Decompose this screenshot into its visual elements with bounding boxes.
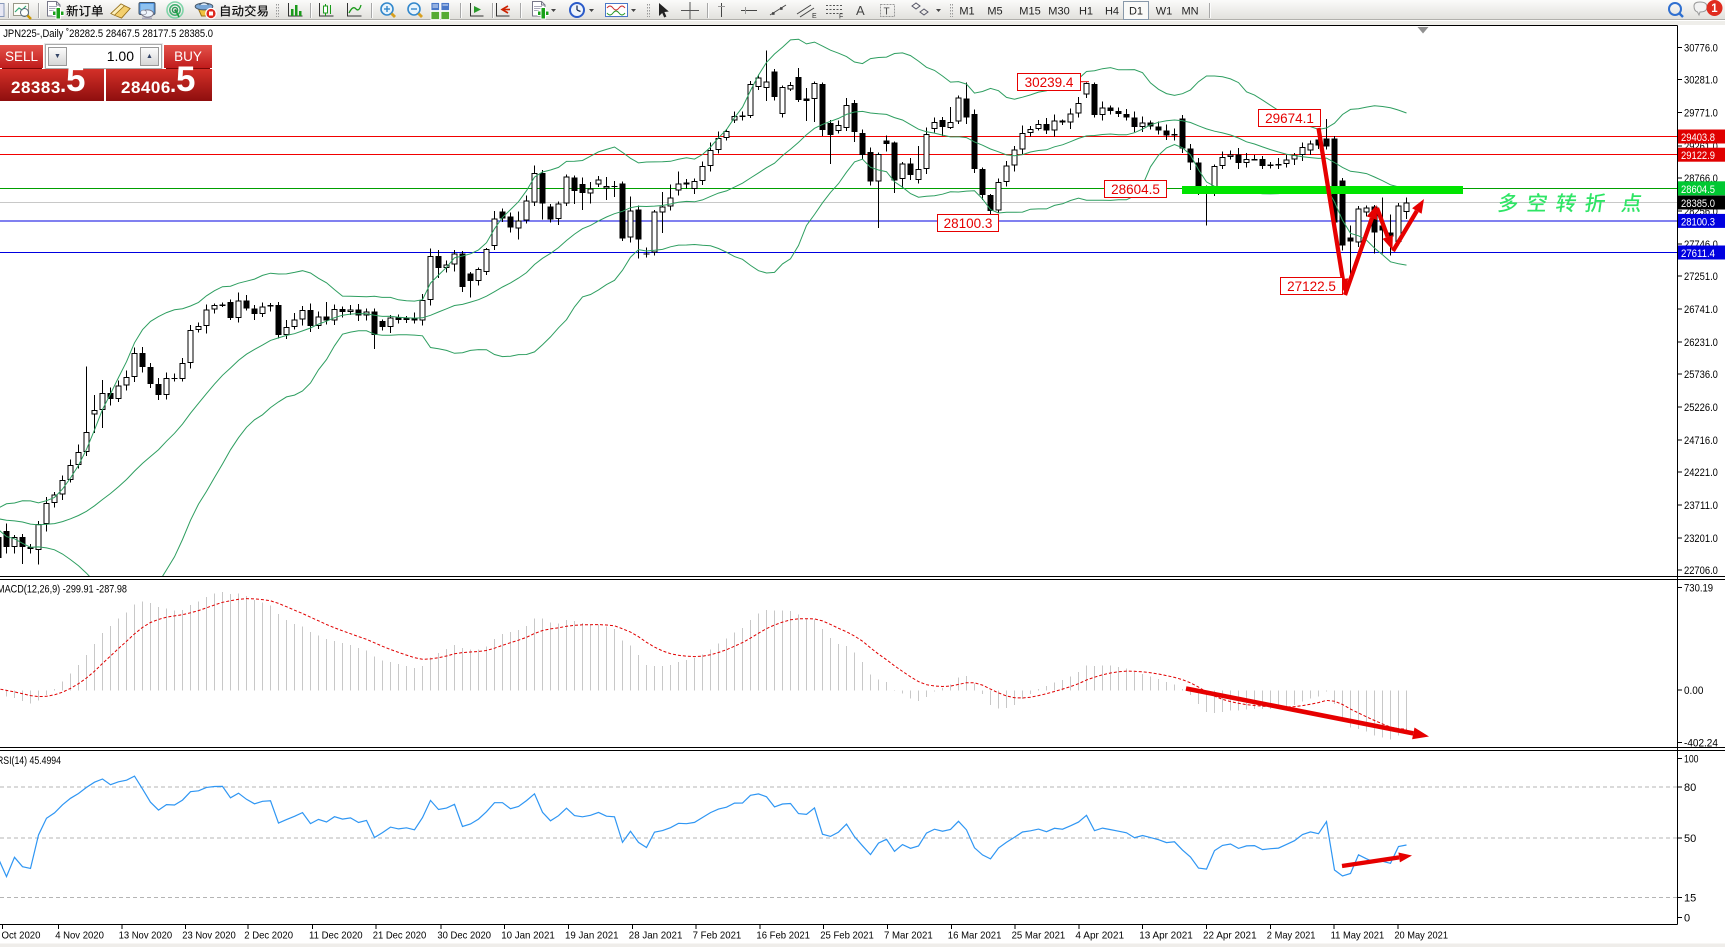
svg-text:-402.24: -402.24 (1684, 738, 1718, 750)
svg-text:24716.0: 24716.0 (1684, 435, 1718, 447)
svg-text:29403.8: 29403.8 (1681, 132, 1715, 144)
svg-text:F: F (839, 14, 843, 21)
svg-text:RSI(14) 45.4994: RSI(14) 45.4994 (0, 755, 61, 767)
svg-text:30239.4: 30239.4 (1025, 75, 1074, 90)
svg-text:M15: M15 (1019, 6, 1040, 18)
svg-text:Oct 2020: Oct 2020 (2, 930, 41, 942)
svg-text:29771.0: 29771.0 (1684, 108, 1718, 120)
svg-text:23201.0: 23201.0 (1684, 533, 1718, 545)
svg-text:16 Mar 2021: 16 Mar 2021 (948, 930, 1002, 942)
svg-text:D1: D1 (1129, 6, 1143, 18)
svg-text:26231.0: 26231.0 (1684, 337, 1718, 349)
svg-text:11 Dec 2020: 11 Dec 2020 (309, 930, 363, 942)
svg-text:26741.0: 26741.0 (1684, 304, 1718, 316)
svg-text:30 Dec 2020: 30 Dec 2020 (437, 930, 491, 942)
svg-text:21 Dec 2020: 21 Dec 2020 (373, 930, 427, 942)
svg-text:MACD(12,26,9) -299.91 -287.98: MACD(12,26,9) -299.91 -287.98 (0, 584, 127, 596)
svg-text:20 May 2021: 20 May 2021 (1394, 930, 1448, 942)
svg-text:50: 50 (1684, 833, 1696, 845)
svg-text:0: 0 (1684, 913, 1690, 925)
svg-text:30281.0: 30281.0 (1684, 75, 1718, 87)
svg-text:27611.4: 27611.4 (1681, 248, 1715, 260)
svg-text:0.00: 0.00 (1684, 685, 1703, 697)
svg-text:19 Jan 2021: 19 Jan 2021 (565, 930, 619, 942)
svg-text:2 May 2021: 2 May 2021 (1267, 930, 1316, 942)
svg-text:2 Dec 2020: 2 Dec 2020 (244, 930, 293, 942)
svg-text:28100.3: 28100.3 (1681, 216, 1715, 228)
svg-text:25 Feb 2021: 25 Feb 2021 (820, 930, 874, 942)
svg-text:730.19: 730.19 (1684, 582, 1713, 594)
svg-text:MN: MN (1181, 6, 1198, 18)
svg-text:11 May 2021: 11 May 2021 (1331, 930, 1385, 942)
svg-text:7 Feb 2021: 7 Feb 2021 (693, 930, 742, 942)
svg-text:H1: H1 (1079, 6, 1093, 18)
svg-text:28385.0: 28385.0 (1681, 198, 1715, 210)
svg-text:15: 15 (1684, 893, 1696, 905)
svg-text:28100.3: 28100.3 (944, 216, 993, 231)
svg-text:23 Nov 2020: 23 Nov 2020 (182, 930, 236, 942)
svg-text:A: A (856, 3, 865, 18)
svg-text:. JPN225-,Daily ˚28282.5 28467: . JPN225-,Daily ˚28282.5 28467.5 28177.5… (0, 28, 213, 40)
svg-text:13 Nov 2020: 13 Nov 2020 (119, 930, 173, 942)
svg-text:T: T (884, 7, 890, 18)
svg-text:30776.0: 30776.0 (1684, 43, 1718, 55)
svg-text:H4: H4 (1105, 6, 1119, 18)
svg-text:100: 100 (1684, 754, 1699, 766)
svg-text:29674.1: 29674.1 (1265, 111, 1314, 126)
svg-text:28604.5: 28604.5 (1681, 184, 1715, 196)
svg-text:80: 80 (1684, 782, 1696, 794)
svg-text:27122.5: 27122.5 (1287, 279, 1336, 294)
svg-text:25736.0: 25736.0 (1684, 369, 1718, 381)
svg-text:M1: M1 (959, 6, 974, 18)
svg-text:1: 1 (1711, 3, 1718, 15)
svg-text:28604.5: 28604.5 (1111, 182, 1160, 197)
svg-text:W1: W1 (1156, 6, 1173, 18)
svg-text:M30: M30 (1048, 6, 1069, 18)
svg-text:10 Jan 2021: 10 Jan 2021 (501, 930, 555, 942)
svg-text:27251.0: 27251.0 (1684, 271, 1718, 283)
svg-text:7 Mar 2021: 7 Mar 2021 (884, 930, 933, 942)
svg-text:25226.0: 25226.0 (1684, 402, 1718, 414)
svg-text:22 Apr 2021: 22 Apr 2021 (1203, 930, 1257, 942)
svg-text:23711.0: 23711.0 (1684, 500, 1718, 512)
svg-text:E: E (812, 13, 817, 20)
svg-text:28 Jan 2021: 28 Jan 2021 (629, 930, 683, 942)
svg-text:16 Feb 2021: 16 Feb 2021 (756, 930, 810, 942)
svg-text:24221.0: 24221.0 (1684, 467, 1718, 479)
svg-text:4 Nov 2020: 4 Nov 2020 (55, 930, 104, 942)
svg-text:29122.9: 29122.9 (1681, 150, 1715, 162)
svg-text:M5: M5 (987, 6, 1002, 18)
svg-text:22706.0: 22706.0 (1684, 565, 1718, 577)
svg-text:13 Apr 2021: 13 Apr 2021 (1139, 930, 1193, 942)
svg-text:25 Mar 2021: 25 Mar 2021 (1012, 930, 1066, 942)
svg-text:4 Apr 2021: 4 Apr 2021 (1075, 930, 1124, 942)
